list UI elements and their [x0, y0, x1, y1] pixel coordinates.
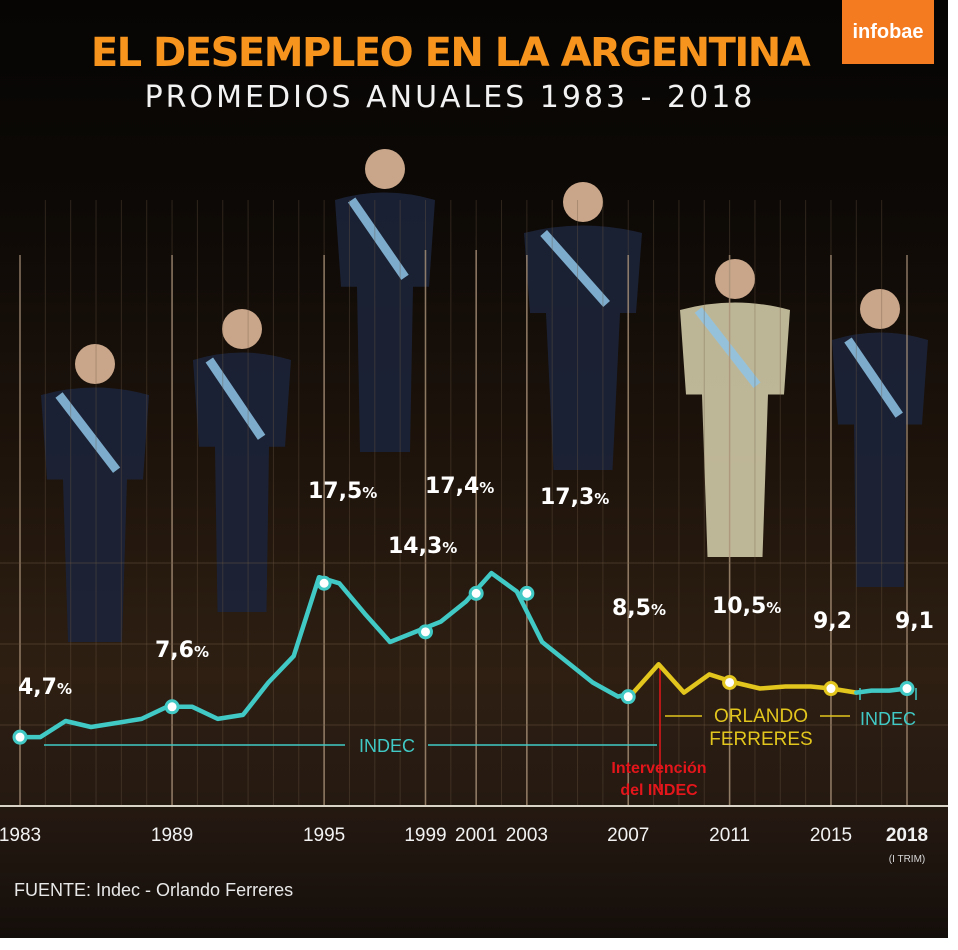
data-point	[316, 575, 332, 591]
data-labels: 4,7%7,6%17,5%14,3%17,4% 17,3%8,5% 10,5%9,2…	[18, 474, 934, 700]
data-label-value: 8,5	[612, 596, 651, 621]
data-label: 17,5%	[308, 479, 377, 504]
president-figure	[524, 182, 642, 470]
ferreres-label-2: FERRERES	[709, 729, 812, 750]
figure-body	[832, 332, 928, 587]
x-tick-label: 2011	[709, 825, 750, 846]
data-points	[12, 575, 915, 745]
data-label: 10,5%	[712, 594, 781, 619]
data-label: 7,6%	[155, 638, 209, 663]
data-label-value: 17,4	[425, 474, 479, 499]
figure-head	[860, 289, 900, 329]
data-label-value: 4,7	[18, 675, 57, 700]
data-label-value: 9,1	[895, 609, 934, 634]
data-label-percent: %	[594, 490, 609, 508]
president-figure	[832, 289, 928, 587]
presidential-sash	[540, 230, 610, 307]
x-tick-label: 2003	[506, 825, 548, 846]
figure-body	[335, 192, 435, 452]
intervention-label-1: Intervención	[611, 760, 706, 777]
president-figure	[41, 344, 149, 642]
president-figures	[41, 149, 928, 642]
data-point	[164, 699, 180, 715]
series-line	[854, 686, 910, 695]
x-tick-sublabel: (I TRIM)	[889, 854, 925, 865]
figure-body	[524, 225, 642, 470]
x-tick-label: 2007	[607, 825, 649, 846]
data-label: 14,3%	[388, 534, 457, 559]
x-tick-label: 1999	[404, 825, 446, 846]
data-point	[468, 585, 484, 601]
data-label-value: 17,3	[540, 485, 594, 510]
data-label-percent: %	[479, 479, 494, 497]
data-label: 9,1	[895, 609, 934, 634]
infobae-logo: infobae	[842, 0, 934, 64]
data-label: 4,7%	[18, 675, 72, 700]
data-label-value: 7,6	[155, 638, 194, 663]
x-tick-label: 2015	[810, 825, 852, 846]
data-label: 9,2	[813, 609, 852, 634]
data-point	[620, 689, 636, 705]
president-figure	[680, 259, 790, 557]
x-tick-labels: 1983 1989 1995 1999 2001 2003 2007 2011 2015 2018…	[0, 825, 928, 865]
data-label-value: 17,5	[308, 479, 362, 504]
x-tick-label: 1983	[0, 825, 41, 846]
series-line	[631, 662, 859, 695]
data-label-percent: %	[57, 680, 72, 698]
annotations: INDEC Intervención del INDEC ORLANDOFERRERE…	[44, 668, 917, 799]
presidential-sash	[205, 357, 266, 440]
data-point	[899, 681, 915, 697]
president-figure	[193, 309, 291, 612]
presidential-sash	[694, 307, 761, 388]
presidential-sash	[844, 337, 903, 418]
data-label: 17,4%	[425, 474, 494, 499]
indec-period-label: INDEC	[359, 736, 415, 756]
figure-body	[41, 387, 149, 642]
data-label-percent: %	[442, 539, 457, 557]
intervention-label-2: del INDEC	[620, 782, 698, 799]
infographic-frame: EL DESEMPLEO EN LA ARGENTINA PROMEDIOS A…	[0, 0, 948, 938]
ferreres-label-1: ORLANDO	[714, 706, 808, 727]
x-tick-label: 1989	[151, 825, 193, 846]
chart-title: EL DESEMPLEO EN LA ARGENTINA	[90, 30, 811, 76]
data-point	[823, 681, 839, 697]
x-tick-label: 1995	[303, 825, 345, 846]
figure-head	[222, 309, 262, 349]
unemployment-line-chart: INDEC Intervención del INDEC ORLANDOFERRERE…	[0, 149, 948, 865]
data-point	[519, 585, 535, 601]
data-label-value: 10,5	[712, 594, 766, 619]
horizontal-gridlines	[0, 562, 948, 726]
data-label-percent: %	[651, 601, 666, 619]
chart-subtitle: PROMEDIOS ANUALES 1983 - 2018	[144, 80, 756, 115]
data-label-value: 9,2	[813, 609, 852, 634]
data-label-percent: %	[766, 599, 781, 617]
indec-late-label: INDEC	[860, 709, 916, 729]
figure-body	[680, 302, 790, 557]
figure-head	[715, 259, 755, 299]
figure-head	[75, 344, 115, 384]
data-point	[722, 674, 738, 690]
data-label-percent: %	[362, 484, 377, 502]
data-point	[417, 624, 433, 640]
data-label-value: 14,3	[388, 534, 442, 559]
data-point	[12, 729, 28, 745]
x-tick-label: 2018	[886, 825, 928, 846]
president-figure	[335, 149, 435, 452]
vertical-gridlines	[19, 200, 908, 806]
presidential-sash	[55, 392, 121, 473]
data-label: 17,3%	[540, 485, 609, 510]
figure-head	[563, 182, 603, 222]
figure-body	[193, 352, 291, 612]
data-label: 8,5%	[612, 596, 666, 621]
source-note: FUENTE: Indec - Orlando Ferreres	[14, 880, 294, 900]
presidential-sash	[347, 197, 409, 280]
figure-head	[365, 149, 405, 189]
x-tick-label: 2001	[455, 825, 497, 846]
data-label-percent: %	[194, 643, 209, 661]
